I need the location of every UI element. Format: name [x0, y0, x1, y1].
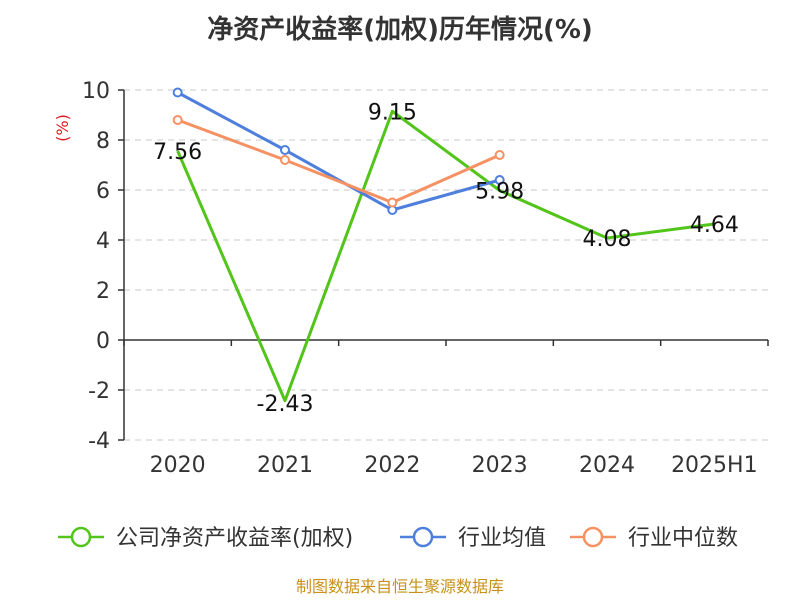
series-line-1 — [176, 91, 501, 212]
x-tick-label: 2023 — [472, 453, 528, 478]
series-point-1 — [280, 145, 290, 155]
series-point-1 — [172, 87, 183, 98]
y-tick-label: 10 — [82, 79, 110, 104]
legend-label: 行业均值 — [458, 526, 546, 551]
y-tick-label: 6 — [96, 179, 110, 204]
legend-label: 公司净资产收益率(加权) — [116, 526, 353, 551]
legend-swatch-circle — [70, 526, 92, 548]
data-label: 4.08 — [583, 227, 632, 252]
legend-swatch-circle — [412, 526, 434, 548]
y-tick-label: 4 — [96, 229, 110, 254]
grid — [124, 89, 768, 441]
series — [172, 87, 715, 403]
x-tick-label: 2020 — [150, 453, 206, 478]
legend-swatch-circle — [582, 526, 604, 548]
series-point-2 — [280, 155, 290, 165]
chart-title: 净资产收益率(加权)历年情况(%) — [207, 14, 593, 45]
x-tick-label: 2021 — [257, 453, 313, 478]
series-point-1 — [494, 175, 505, 185]
series-point-2 — [172, 115, 183, 125]
legend: 公司净资产收益率(加权) 行业均值 行业中位数 — [58, 526, 738, 551]
data-label: 9.15 — [368, 100, 417, 125]
legend-label: 行业中位数 — [628, 526, 738, 551]
data-label: 7.56 — [153, 140, 202, 165]
x-tick-label: 2022 — [364, 453, 420, 478]
series-point-2 — [494, 150, 505, 160]
series-point-2 — [387, 197, 398, 208]
y-tick-label: -4 — [88, 429, 110, 454]
series-line-0 — [176, 109, 715, 403]
y-tick-label: 2 — [96, 279, 110, 304]
axes: -4 -2 0 2 4 6 8 10 2020 2021 2022 2023 2024 2025H1 — [82, 79, 769, 478]
data-label: 4.64 — [690, 213, 739, 238]
data-label: 5.98 — [475, 180, 524, 205]
x-tick-label: 2025H1 — [671, 453, 758, 478]
data-label: -2.43 — [257, 392, 314, 417]
source-note: 制图数据来自恒生聚源数据库 — [296, 577, 504, 596]
data-labels: 7.56 -2.43 9.15 5.98 4.08 4.64 — [153, 100, 739, 417]
y-tick-label: 8 — [96, 129, 110, 154]
x-tick-label: 2024 — [579, 453, 635, 478]
y-axis-label: (%) — [53, 114, 72, 142]
y-tick-label: -2 — [88, 379, 110, 404]
series-line-2 — [177, 118, 501, 204]
y-tick-label: 0 — [96, 329, 110, 354]
